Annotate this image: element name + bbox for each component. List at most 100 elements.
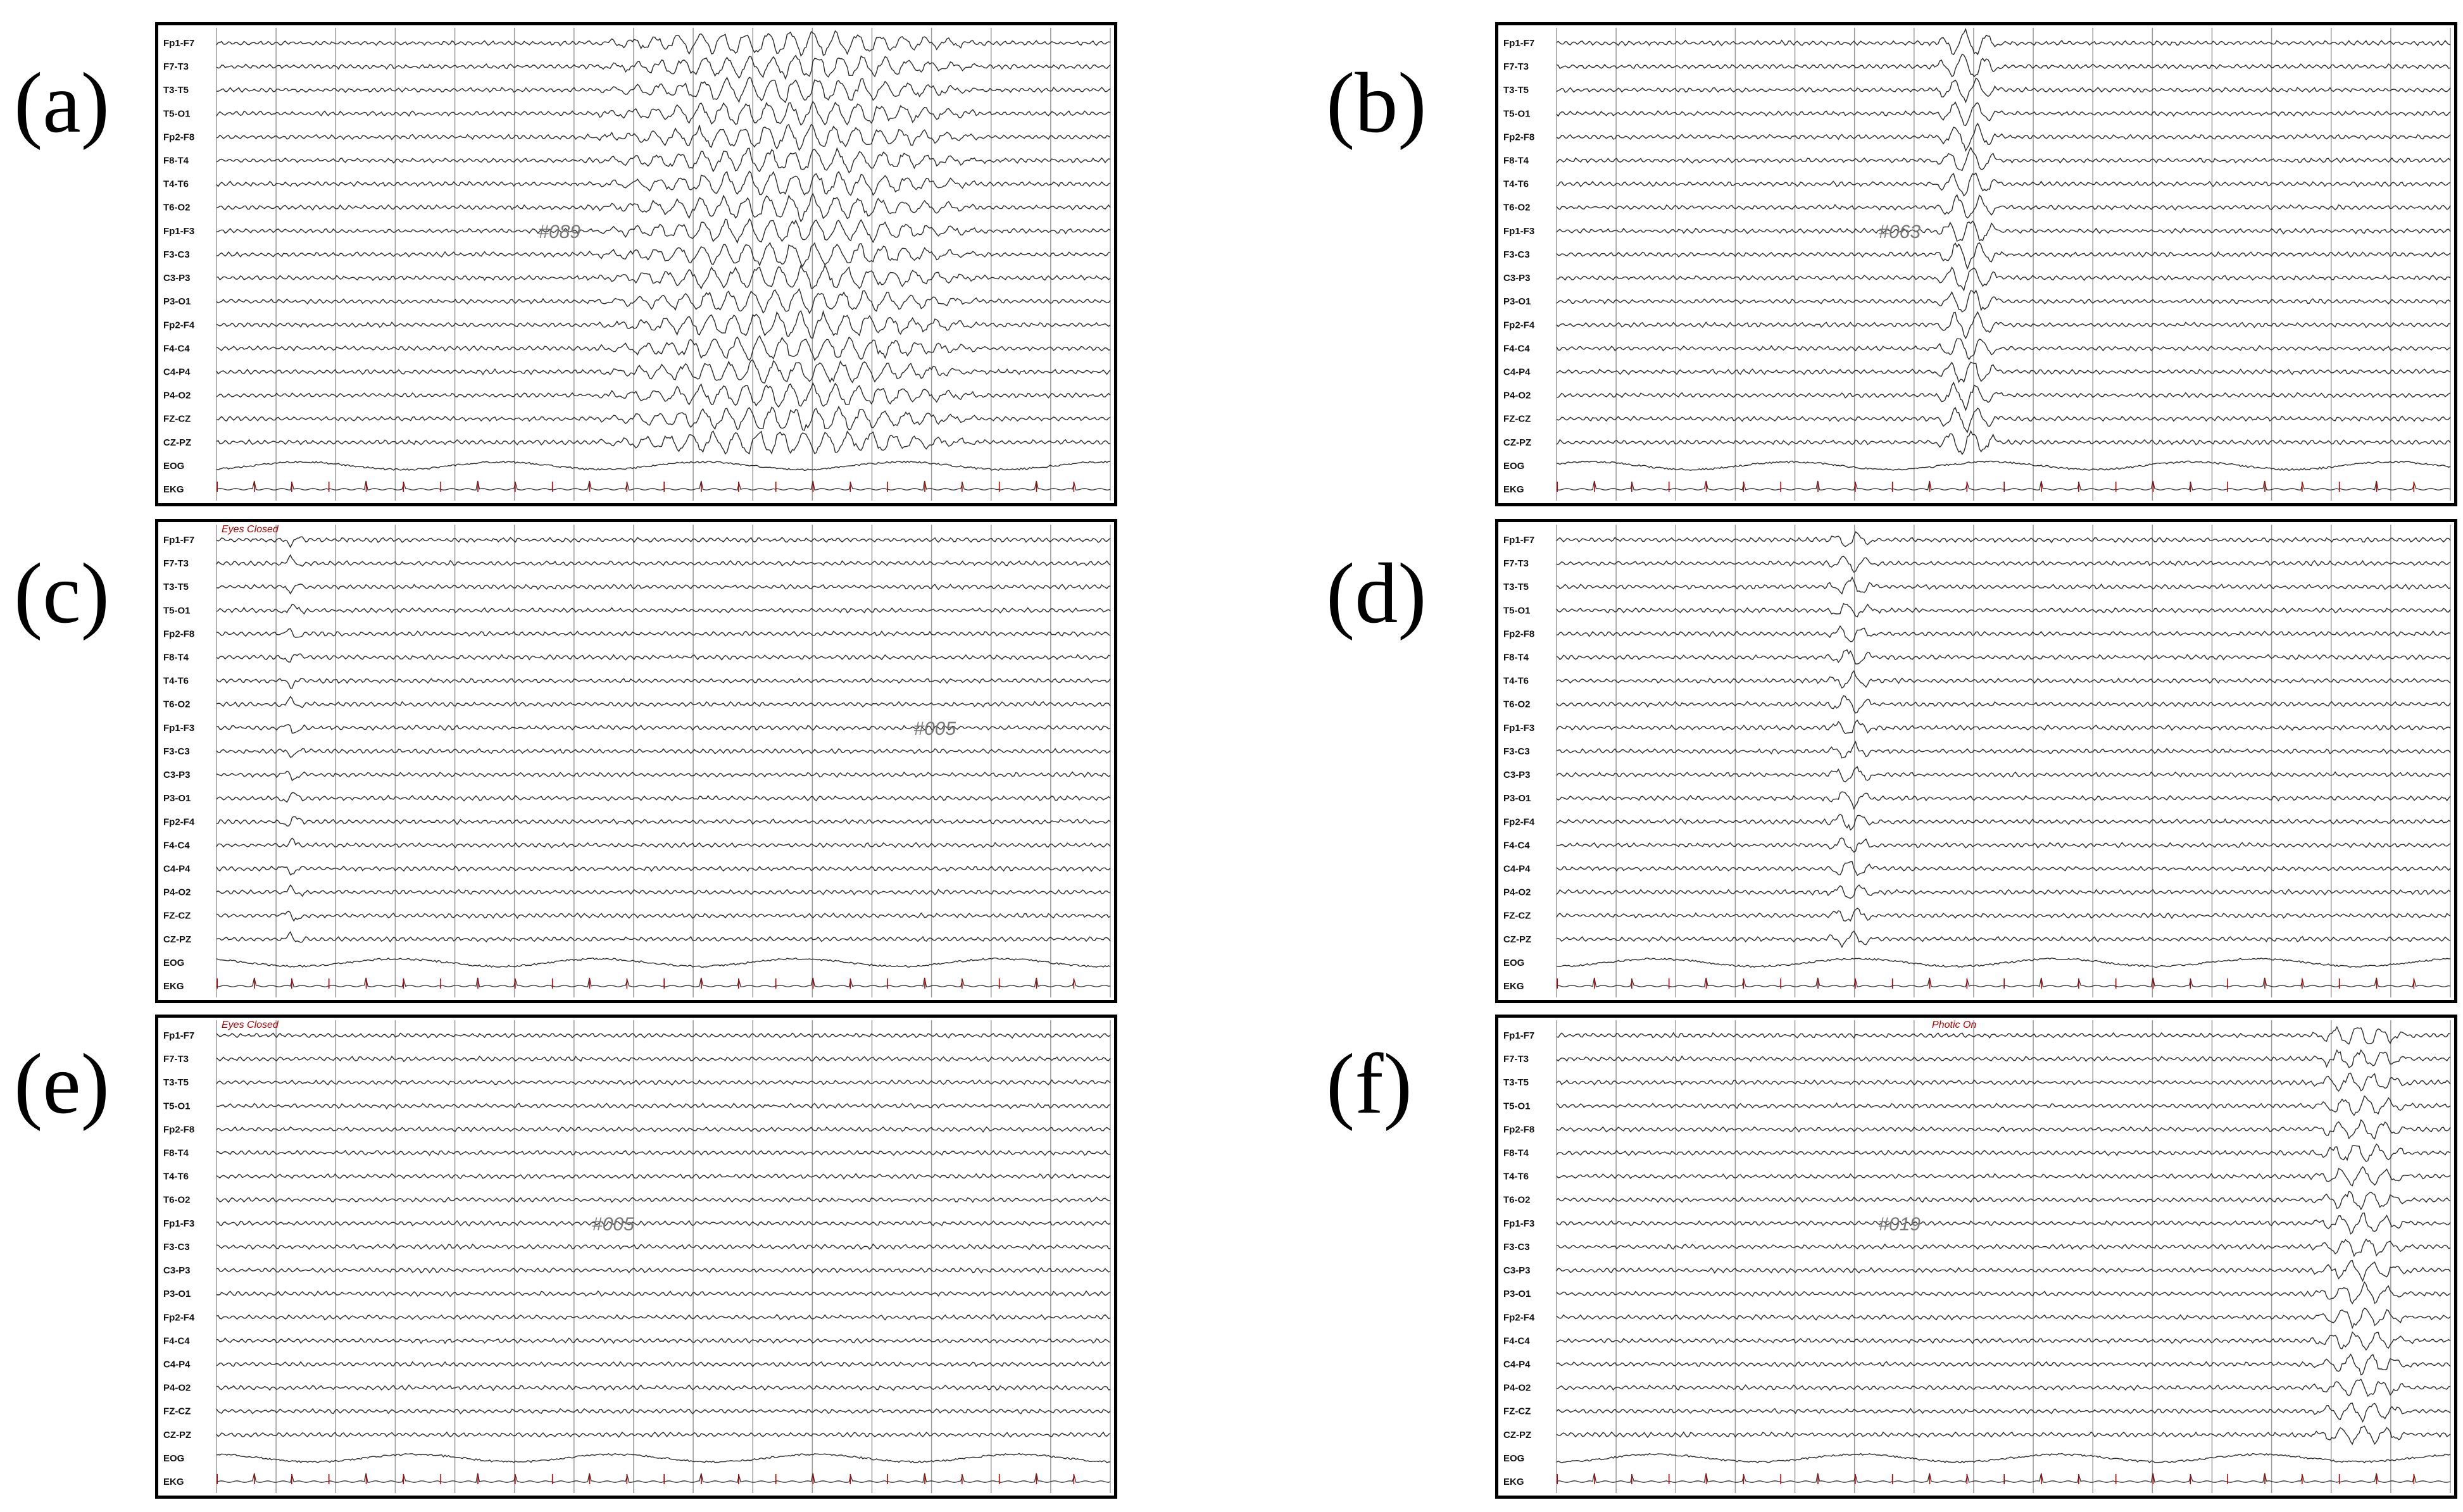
channel-trace <box>1556 266 2451 292</box>
eeg-panel-c: Fp1-F7 F7-T3 T3-T5 T5-O1 Fp2-F8 F8-T4 T4-T6 T6-… <box>155 519 1117 1003</box>
eeg-panel-b: Fp1-F7 F7-T3 T3-T5 T5-O1 Fp2-F8 F8-T4 T4-T6 T6-… <box>1495 22 2457 506</box>
channel-trace <box>216 696 1111 709</box>
channel-label: EKG <box>163 484 184 495</box>
channel-trace <box>1556 1331 2451 1351</box>
channel-trace <box>1556 766 2451 783</box>
channel-trace <box>1556 1281 2451 1304</box>
channel-label: F3-C3 <box>163 1242 190 1253</box>
channel-label: T6-O2 <box>1503 1195 1531 1206</box>
eeg-plot: Fp1-F7 F7-T3 T3-T5 T5-O1 Fp2-F8 F8-T4 T4-T6 T6-… <box>1503 1020 2451 1493</box>
channel-label: C3-P3 <box>1503 1265 1531 1276</box>
channel-trace <box>216 628 1111 638</box>
channel-label: F7-T3 <box>1503 558 1529 569</box>
channel-label: P4-O2 <box>1503 887 1531 898</box>
channel-trace <box>216 770 1111 782</box>
channel-trace <box>216 747 1111 758</box>
channel-trace <box>216 309 1111 339</box>
channel-trace <box>1556 381 2451 412</box>
channel-label: T3-T5 <box>163 85 189 96</box>
channel-label: F8-T4 <box>163 653 189 663</box>
channel-label: C3-P3 <box>163 273 191 284</box>
channel-label: P4-O2 <box>1503 1383 1531 1394</box>
panel-label-b: (b) <box>1326 56 1427 151</box>
channel-label: T5-O1 <box>1503 605 1531 616</box>
eeg-plot: Fp1-F7 F7-T3 T3-T5 T5-O1 Fp2-F8 F8-T4 T4-T6 T6-… <box>1503 525 2451 997</box>
channel-trace <box>1556 740 2451 759</box>
channel-trace <box>216 1032 1111 1039</box>
channel-label: F8-T4 <box>1503 156 1529 166</box>
channel-label: EKG <box>163 981 184 992</box>
channel-trace <box>1556 1308 2451 1330</box>
channel-trace <box>216 192 1111 223</box>
channel-trace <box>1556 1212 2451 1235</box>
channel-trace <box>216 382 1111 408</box>
channel-trace <box>216 1243 1111 1251</box>
channel-trace <box>1556 101 2451 127</box>
channel-trace <box>1556 1049 2451 1068</box>
channel-label: F8-T4 <box>1503 1148 1529 1159</box>
channel-trace <box>216 816 1111 827</box>
channel-label: F8-T4 <box>163 1148 189 1159</box>
record-id: #063 <box>1878 222 1921 242</box>
channel-label: EOG <box>163 1453 184 1464</box>
channel-label: F3-C3 <box>1503 1242 1530 1253</box>
channel-label: T6-O2 <box>163 203 191 213</box>
channel-label: FZ-CZ <box>1503 911 1531 922</box>
channel-label: P3-O1 <box>163 793 191 804</box>
channel-trace <box>216 1337 1111 1344</box>
channel-label: T4-T6 <box>1503 1171 1529 1182</box>
channel-label: Fp2-F4 <box>163 816 195 827</box>
channel-trace <box>216 1149 1110 1156</box>
channel-label: C3-P3 <box>163 1265 191 1276</box>
channel-label: Fp1-F3 <box>163 1218 194 1229</box>
channel-trace <box>216 1453 1111 1463</box>
channel-trace <box>216 1126 1111 1133</box>
channel-label: P3-O1 <box>163 296 191 307</box>
channel-label: T4-T6 <box>163 179 189 190</box>
channel-label: P3-O1 <box>1503 1289 1531 1299</box>
channel-label: T3-T5 <box>1503 582 1529 592</box>
channel-label: EOG <box>163 461 184 472</box>
eeg-plot: Fp1-F7 F7-T3 T3-T5 T5-O1 Fp2-F8 F8-T4 T4-T6 T6-… <box>1503 27 2451 501</box>
channel-trace <box>216 460 1111 472</box>
channel-label: Fp2-F8 <box>163 132 194 142</box>
channel-trace <box>216 865 1111 876</box>
panel-label-e: (e) <box>14 1037 110 1132</box>
channel-label: F8-T4 <box>1503 653 1529 663</box>
channel-trace <box>216 480 1111 490</box>
channel-label: C3-P3 <box>1503 770 1531 780</box>
event-annotation: Eyes Closed <box>222 524 279 535</box>
channel-label: Fp1-F3 <box>1503 226 1534 237</box>
channel-trace <box>216 1266 1111 1274</box>
channel-trace <box>1556 1353 2451 1376</box>
channel-trace <box>1556 1119 2451 1140</box>
channel-label: Fp2-F4 <box>163 1312 195 1323</box>
channel-trace <box>1556 146 2451 172</box>
channel-label: CZ-PZ <box>163 437 191 448</box>
channel-label: Fp2-F4 <box>1503 320 1535 330</box>
channel-trace <box>1556 1453 2451 1464</box>
channel-label: Fp2-F8 <box>1503 1124 1534 1135</box>
channel-trace <box>216 359 1111 384</box>
channel-trace <box>216 335 1111 361</box>
channel-label: F4-C4 <box>163 840 190 851</box>
channel-label: EKG <box>1503 1477 1524 1487</box>
channel-label: Fp2-F4 <box>163 320 195 330</box>
channel-label: P4-O2 <box>163 1383 191 1394</box>
channel-label: CZ-PZ <box>1503 934 1531 945</box>
channel-trace <box>1556 719 2451 734</box>
channel-label: T5-O1 <box>1503 108 1531 119</box>
channel-label: C4-P4 <box>163 1359 191 1370</box>
channel-trace <box>1556 311 2451 340</box>
eeg-plot: Fp1-F7 F7-T3 T3-T5 T5-O1 Fp2-F8 F8-T4 T4-T6 T6-… <box>163 28 1111 501</box>
channel-trace <box>1556 289 2451 313</box>
channel-label: T6-O2 <box>163 1195 191 1206</box>
channel-label: F3-C3 <box>163 249 190 260</box>
channel-trace <box>1556 977 2451 987</box>
channel-label: FZ-CZ <box>163 911 191 922</box>
channel-label: Fp1-F3 <box>1503 1218 1534 1229</box>
channel-trace <box>216 957 1111 968</box>
channel-trace <box>216 263 1111 290</box>
channel-label: C4-P4 <box>1503 366 1531 377</box>
channel-trace <box>1556 837 2451 853</box>
